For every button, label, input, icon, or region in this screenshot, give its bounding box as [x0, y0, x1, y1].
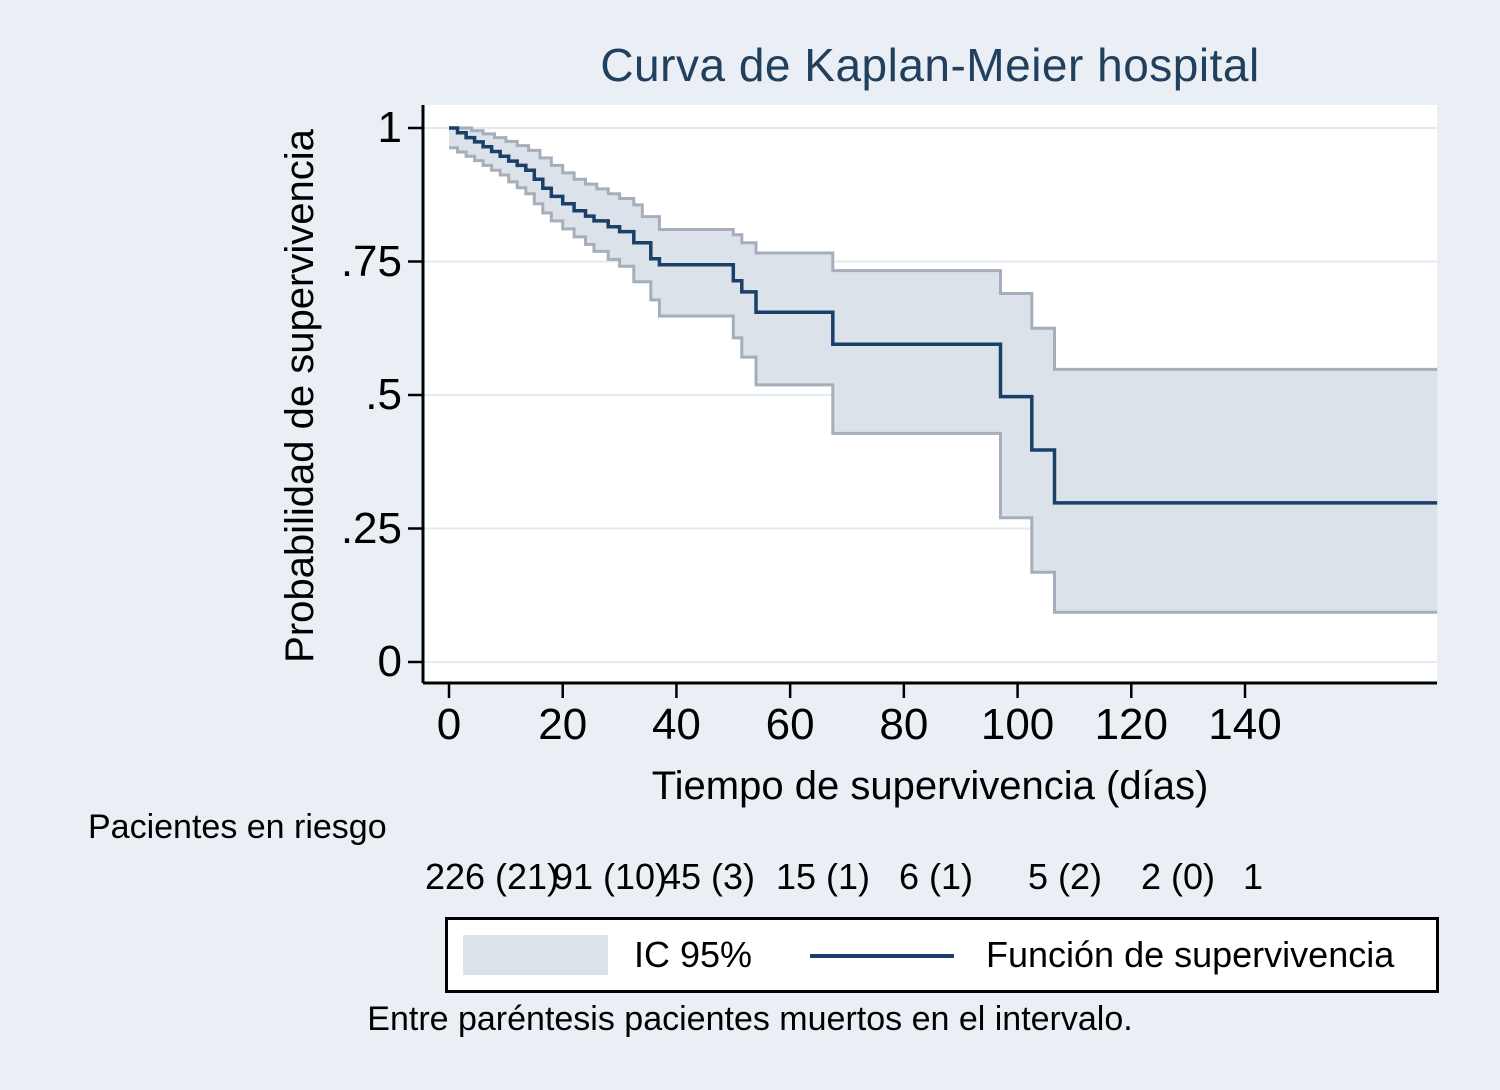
risk-count: 2 (0) [1140, 856, 1216, 897]
risk-count: 45 (3) [660, 856, 756, 897]
chart-title: Curva de Kaplan-Meier hospital [600, 39, 1260, 91]
risk-table-header: Pacientes en riesgo [88, 808, 387, 846]
chart-note: Entre paréntesis pacientes muertos en el… [367, 1000, 1133, 1038]
risk-table-row: 226 (21) 91 (10) 45 (3) 15 (1) 6 (1) 5 (2) 2 (… [0, 856, 1500, 902]
risk-count: 226 (21) [424, 856, 560, 897]
x-tick-label: 60 [765, 700, 815, 749]
ci-band-swatch [463, 935, 608, 975]
ci-lower-edge [449, 146, 1438, 614]
ci-band [449, 128, 1438, 613]
x-axis-title: Tiempo de supervivencia (días) [651, 764, 1209, 808]
legend: IC 95% Función de supervivencia [445, 917, 1439, 993]
x-tick-label: 120 [1094, 700, 1168, 749]
x-tick-label: 0 [436, 700, 462, 749]
risk-count: 5 (2) [1027, 856, 1103, 897]
y-tick-label: 1 [377, 103, 402, 152]
x-tick-label: 20 [538, 700, 588, 749]
x-tick-label: 100 [980, 700, 1055, 749]
survival-curve [449, 126, 1438, 505]
legend-survival-label: Función de supervivencia [986, 934, 1395, 975]
y-tick-label: .5 [365, 370, 402, 419]
x-tick-label: 140 [1208, 700, 1282, 749]
survival-line-swatch [810, 954, 954, 958]
risk-count: 6 (1) [898, 856, 974, 897]
risk-count: 1 [1242, 856, 1264, 897]
ci-upper-edge [449, 126, 1438, 371]
legend-ci-label: IC 95% [634, 934, 753, 975]
x-tick-label: 80 [879, 700, 929, 749]
risk-count: 15 (1) [775, 856, 871, 897]
y-tick-label: .25 [340, 503, 402, 553]
y-tick-label: .75 [340, 236, 402, 286]
y-tick-label: 0 [377, 637, 402, 686]
x-tick-label: 40 [651, 700, 701, 749]
risk-count: 91 (10) [552, 856, 668, 897]
